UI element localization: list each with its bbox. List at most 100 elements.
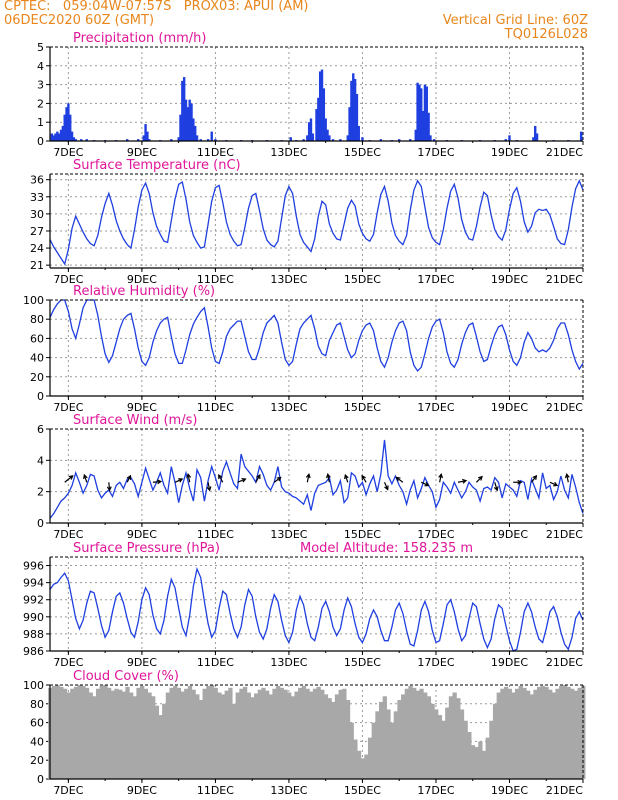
cloud-cover-bar	[345, 700, 351, 779]
cloud-cover-bar	[551, 692, 557, 779]
cloud-cover-bar	[242, 686, 248, 779]
cloud-cover-bar	[209, 685, 215, 779]
panel-cloud-cover: 7DEC 9DEC 11DEC 13DEC 15DEC 17DEC 19DEC 21DEC 0 2…	[23, 669, 586, 797]
precipitation-bar	[188, 99, 191, 141]
cloud-cover-bar	[540, 685, 546, 779]
cloud-cover-bar	[114, 688, 119, 779]
cloud-cover-bar	[81, 685, 86, 779]
x-tick-label: 21DEC	[546, 784, 583, 797]
x-tick-label: 11DEC	[197, 273, 234, 286]
precipitation-bar	[532, 137, 535, 141]
precipitation-bar	[210, 131, 213, 141]
wind-vector-shaft	[273, 476, 281, 483]
x-tick-label: 21DEC	[546, 656, 583, 669]
y-tick-label: 24	[30, 242, 44, 255]
wind-vector-shaft	[237, 478, 246, 483]
cloud-cover-bar	[496, 692, 501, 779]
wind-vector-head	[218, 473, 223, 480]
cloud-cover-bar	[503, 686, 509, 779]
wind-vector-shaft	[531, 475, 537, 483]
precipitation-bar	[534, 125, 537, 141]
precipitation-bar	[57, 133, 61, 141]
y-tick-label: 5	[37, 41, 44, 54]
x-tick-label: 11DEC	[197, 784, 234, 797]
x-tick-label: 11DEC	[197, 401, 234, 414]
cloud-cover-bar	[375, 711, 380, 779]
x-tick-label: 21DEC	[546, 146, 583, 159]
x-tick-label: 7DEC	[53, 656, 83, 669]
cloud-cover-bar	[459, 709, 465, 779]
cloud-cover-bar	[176, 687, 182, 779]
precipitation-bar	[357, 125, 360, 141]
precipitation-bar	[348, 107, 351, 141]
y-tick-label: 6	[37, 423, 44, 436]
precipitation-bar	[214, 139, 217, 141]
wind-vector-head	[532, 474, 538, 480]
cloud-cover-bar	[110, 690, 115, 779]
cloud-cover-bar	[353, 739, 358, 779]
precipitation-bar	[195, 135, 199, 141]
cloud-cover-bar	[485, 737, 490, 779]
cloud-cover-bar	[331, 701, 336, 779]
precipitation-bar	[429, 135, 432, 141]
x-tick-label: 15DEC	[344, 784, 381, 797]
precipitation-bar	[432, 139, 436, 141]
precipitation-bar	[353, 78, 357, 141]
y-tick-label: 3	[37, 79, 44, 92]
precipitation-bar	[420, 88, 423, 141]
wind-vector-arrow	[126, 474, 132, 483]
wind-vector-head	[241, 477, 247, 483]
y-tick-label: 996	[23, 560, 44, 573]
precipitation-bar	[346, 135, 349, 141]
cloud-cover-bar	[95, 688, 101, 779]
cloud-cover-bar	[118, 689, 123, 779]
x-tick-label: 13DEC	[270, 784, 307, 797]
cloud-cover-bar	[367, 737, 373, 779]
wind-vector-arrow	[549, 481, 559, 487]
precipitation-bar	[504, 139, 508, 141]
precipitation-bar	[65, 107, 68, 141]
cloud-cover-bar	[371, 722, 376, 779]
wind-vector-arrow	[513, 479, 523, 485]
cloud-cover-bar	[158, 715, 163, 779]
cloud-cover-bar	[445, 707, 450, 779]
cloud-cover-bar	[70, 688, 75, 779]
precipitation-bar	[186, 107, 190, 141]
panel-title-temperature: Surface Temperature (nC)	[73, 158, 241, 173]
precipitation-bar	[63, 114, 66, 141]
cloud-cover-bar	[235, 692, 240, 779]
y-tick-label: 20	[30, 371, 44, 384]
cloud-cover-bar	[463, 720, 468, 779]
wind-vector-arrow	[255, 473, 261, 483]
cloud-cover-bar	[382, 696, 387, 779]
panel-title-wind: Surface Wind (m/s)	[73, 413, 197, 428]
cloud-cover-bar	[526, 690, 531, 779]
precipitation-bar	[322, 88, 326, 141]
cloud-cover-bar	[470, 745, 476, 779]
precipitation-bar	[52, 135, 55, 141]
cloud-cover-bar	[136, 687, 141, 779]
cloud-cover-bar	[390, 722, 395, 779]
wind-vector-arrow	[395, 476, 404, 483]
wind-vector-head	[276, 476, 282, 482]
cloud-cover-bar	[533, 689, 538, 779]
cloud-cover-bar	[250, 697, 255, 779]
x-tick-label: 13DEC	[270, 528, 307, 541]
cloud-cover-bar	[224, 690, 229, 779]
cloud-cover-bar	[88, 692, 93, 779]
wind-vector-head	[493, 486, 499, 492]
precipitation-bar	[350, 80, 353, 141]
wind-vector-head	[157, 479, 163, 485]
cloud-cover-bar	[283, 689, 288, 779]
x-tick-label: 17DEC	[417, 656, 454, 669]
cloud-cover-bar	[419, 688, 424, 779]
cloud-cover-bar	[195, 694, 200, 779]
wind-vector-shaft	[457, 480, 467, 483]
precipitation-bar	[427, 112, 430, 141]
x-tick-label: 19DEC	[491, 273, 528, 286]
precipitation-bar	[352, 73, 355, 141]
panel-pressure: 7DEC 9DEC 11DEC 13DEC 15DEC 17DEC 19DEC 21DEC 98…	[23, 541, 584, 669]
precipitation-bar	[324, 118, 327, 141]
panel-temperature: 7DEC 9DEC 11DEC 13DEC 15DEC 17DEC 19DEC 21DEC 21…	[30, 158, 584, 286]
cloud-cover-bar	[478, 741, 483, 779]
